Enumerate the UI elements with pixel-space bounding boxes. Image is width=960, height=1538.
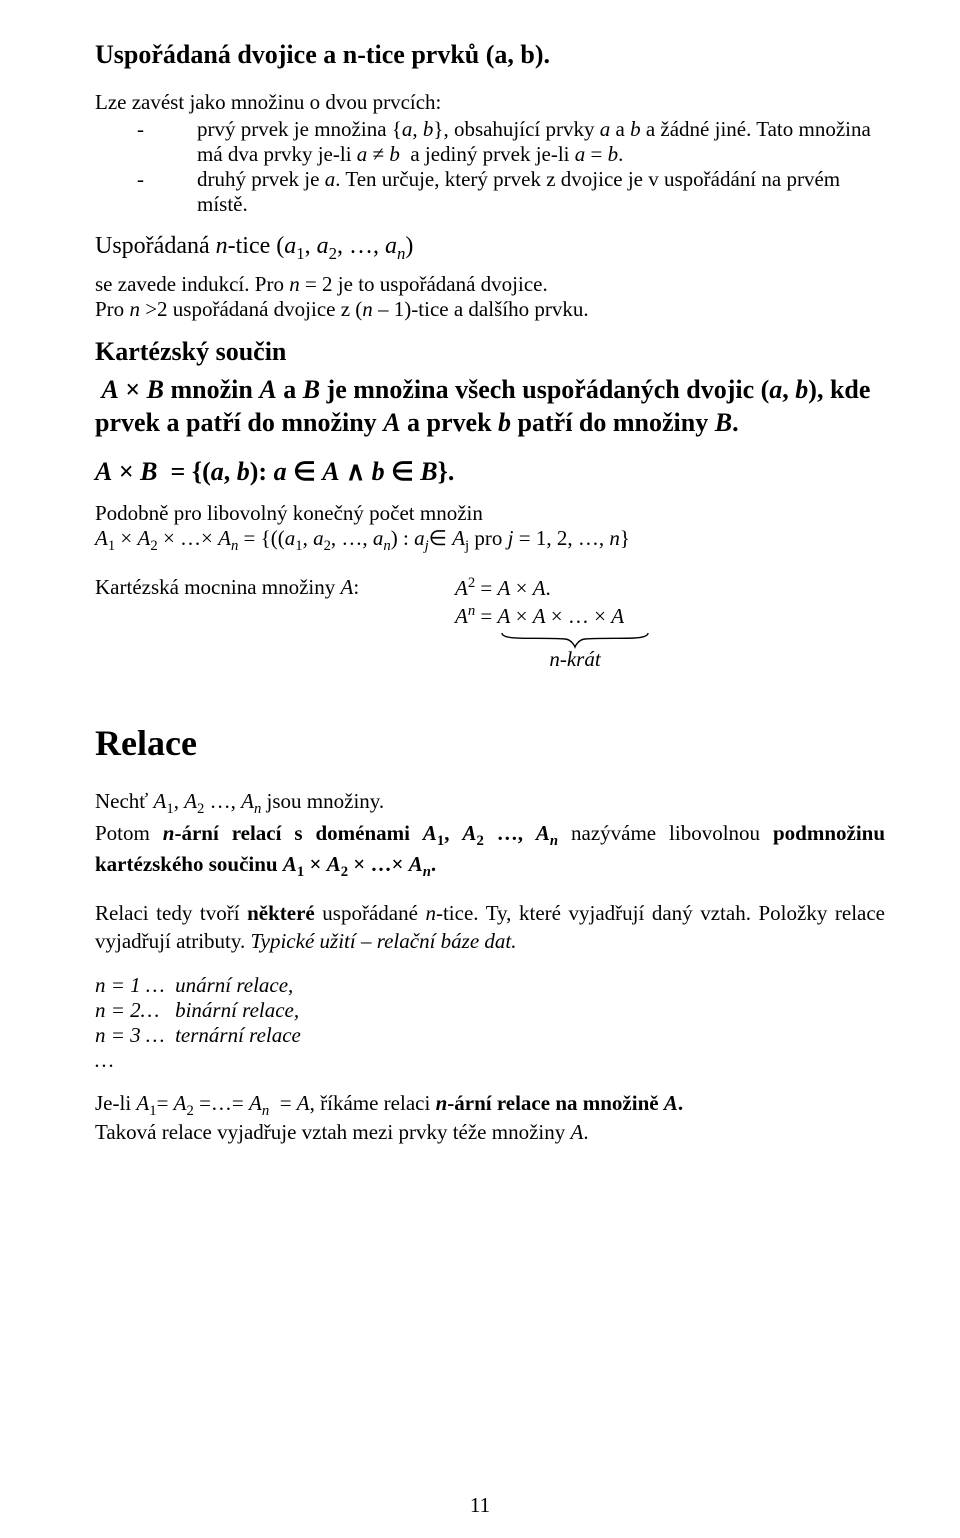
underbrace-row: n-krát: [95, 631, 885, 672]
n-krat-label: n-krát: [500, 647, 650, 672]
page-container: Uspořádaná dvojice a n-tice prvků (a, b)…: [0, 0, 960, 1538]
podobne-line: Podobně pro libovolný konečný počet množ…: [95, 501, 885, 526]
a-squared: A2 = A × A.: [455, 575, 885, 601]
relace-def: Potom n-ární relací s doménami A1, A2 …,…: [95, 820, 885, 883]
ntice-p1: se zavede indukcí. Pro n = 2 je to uspoř…: [95, 272, 885, 297]
enum-1: n = 1 … unární relace,: [95, 973, 885, 998]
ab-definition: A × B = {(a, b): a ∈ A ∧ b ∈ B}.: [95, 457, 885, 487]
intro-line: Lze zavést jako množinu o dvou prvcích:: [95, 90, 885, 115]
bullet-2: - druhý prvek je a. Ten určuje, který pr…: [95, 167, 885, 217]
relace-let: Nechť A1, A2 …, An jsou množiny.: [95, 788, 885, 819]
bullet-2-body: druhý prvek je a. Ten určuje, který prve…: [197, 167, 885, 217]
relace-title: Relace: [95, 722, 885, 764]
relace-tedy: Relaci tedy tvoří některé uspořádané n-t…: [95, 900, 885, 955]
enum-2: n = 2… binární relace,: [95, 998, 885, 1023]
bullet-1: - prvý prvek je množina {a, b}, obsahují…: [95, 117, 885, 167]
kartezsky-body: A × B množin A a B je množina všech uspo…: [95, 374, 885, 439]
bullet-1-body: prvý prvek je množina {a, b}, obsahující…: [197, 117, 885, 167]
general-product: A1 × A2 × …× An = {((a1, a2, …, an) : aj…: [95, 526, 885, 555]
takova-line: Taková relace vyjadřuje vztah mezi prvky…: [95, 1120, 885, 1145]
ntice-p2: Pro n >2 uspořádaná dvojice z (n – 1)-ti…: [95, 297, 885, 322]
mocnina-label: Kartézská mocnina množiny A:: [95, 575, 455, 601]
enum-4: …: [95, 1048, 885, 1073]
je-li-line: Je-li A1= A2 =…= An = A, říkáme relaci n…: [95, 1091, 885, 1120]
page-title: Uspořádaná dvojice a n-tice prvků (a, b)…: [95, 40, 885, 70]
power-row-2: An = A × A × … × A: [95, 603, 885, 629]
bullet-dash: -: [95, 117, 197, 167]
ntice-heading: Uspořádaná n-tice (a1, a2, …, an): [95, 233, 885, 264]
a-to-n: An = A × A × … × A: [455, 603, 885, 629]
enum-3: n = 3 … ternární relace: [95, 1023, 885, 1048]
page-number: 11: [0, 1493, 960, 1518]
bullet-dash: -: [95, 167, 197, 217]
kartezsky-heading: Kartézský součin: [95, 336, 885, 369]
power-row-1: Kartézská mocnina množiny A: A2 = A × A.: [95, 575, 885, 601]
